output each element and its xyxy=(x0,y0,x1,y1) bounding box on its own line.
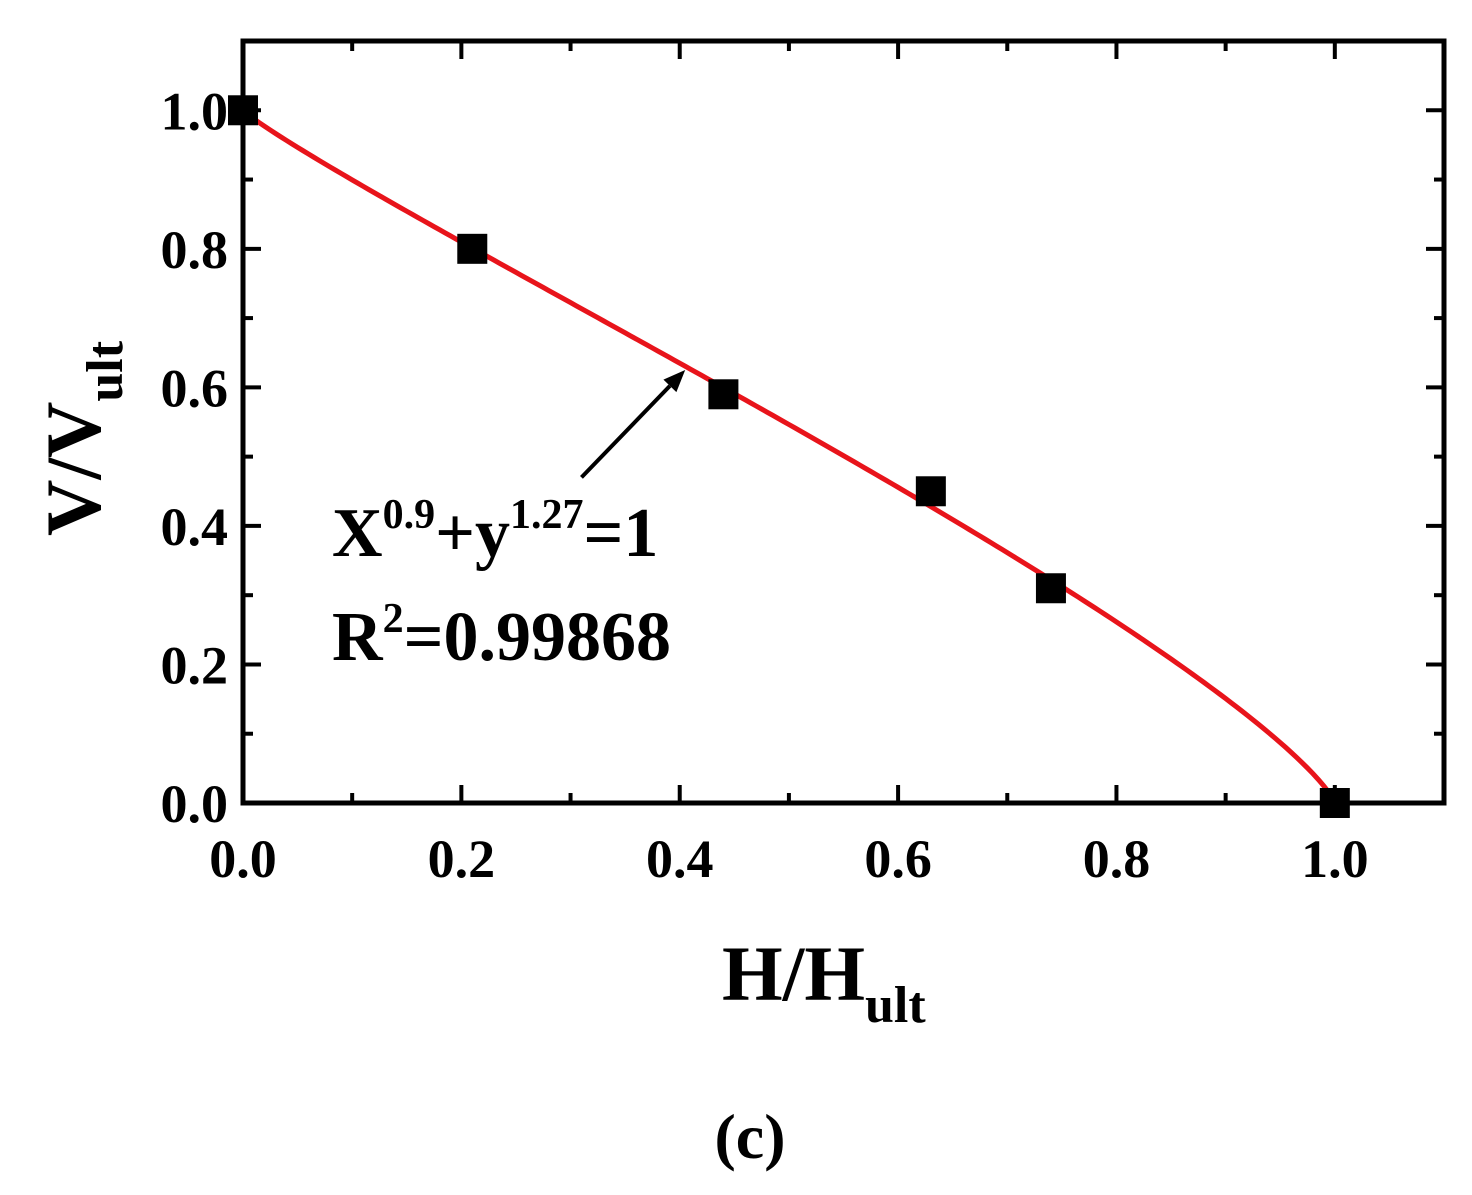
annotation-arrow xyxy=(580,370,686,479)
y-tick-label: 0.8 xyxy=(161,220,229,280)
x-tick-label: 0.8 xyxy=(1083,829,1151,889)
data-point xyxy=(915,476,946,507)
fit-curve xyxy=(241,108,1338,805)
data-point xyxy=(457,233,488,264)
x-tick-label: 0.4 xyxy=(646,829,714,889)
plot-frame xyxy=(240,38,1447,806)
y-tick-label: 0.2 xyxy=(161,635,229,695)
y-tick-label: 1.0 xyxy=(161,81,229,141)
y-tick-label: 0.0 xyxy=(161,774,229,834)
y-tick-label: 0.6 xyxy=(161,358,229,418)
equation-label: X0.9+y1.27=1 xyxy=(332,492,658,572)
ticks xyxy=(241,39,1446,805)
x-tick-label: 0.6 xyxy=(864,829,932,889)
r-squared-label: R2=0.99868 xyxy=(332,596,671,676)
arrow-head xyxy=(663,370,686,393)
data-point xyxy=(1035,573,1066,604)
x-tick-label: 0.2 xyxy=(428,829,496,889)
tick-labels: 0.0 0.2 0.4 0.6 0.8 1.0 0.0 0.2 0.4 0.6 0.8 1.0 xyxy=(161,81,1369,889)
x-tick-label: 0.0 xyxy=(209,829,277,889)
data-point xyxy=(708,379,739,410)
x-tick-label: 1.0 xyxy=(1301,829,1369,889)
panel-label: (c) xyxy=(714,1101,785,1172)
y-axis-title: V/Vult xyxy=(30,340,134,536)
y-tick-label: 0.4 xyxy=(161,497,229,557)
arrow-shaft xyxy=(580,384,672,479)
x-axis-title: H/Hult xyxy=(722,930,926,1034)
